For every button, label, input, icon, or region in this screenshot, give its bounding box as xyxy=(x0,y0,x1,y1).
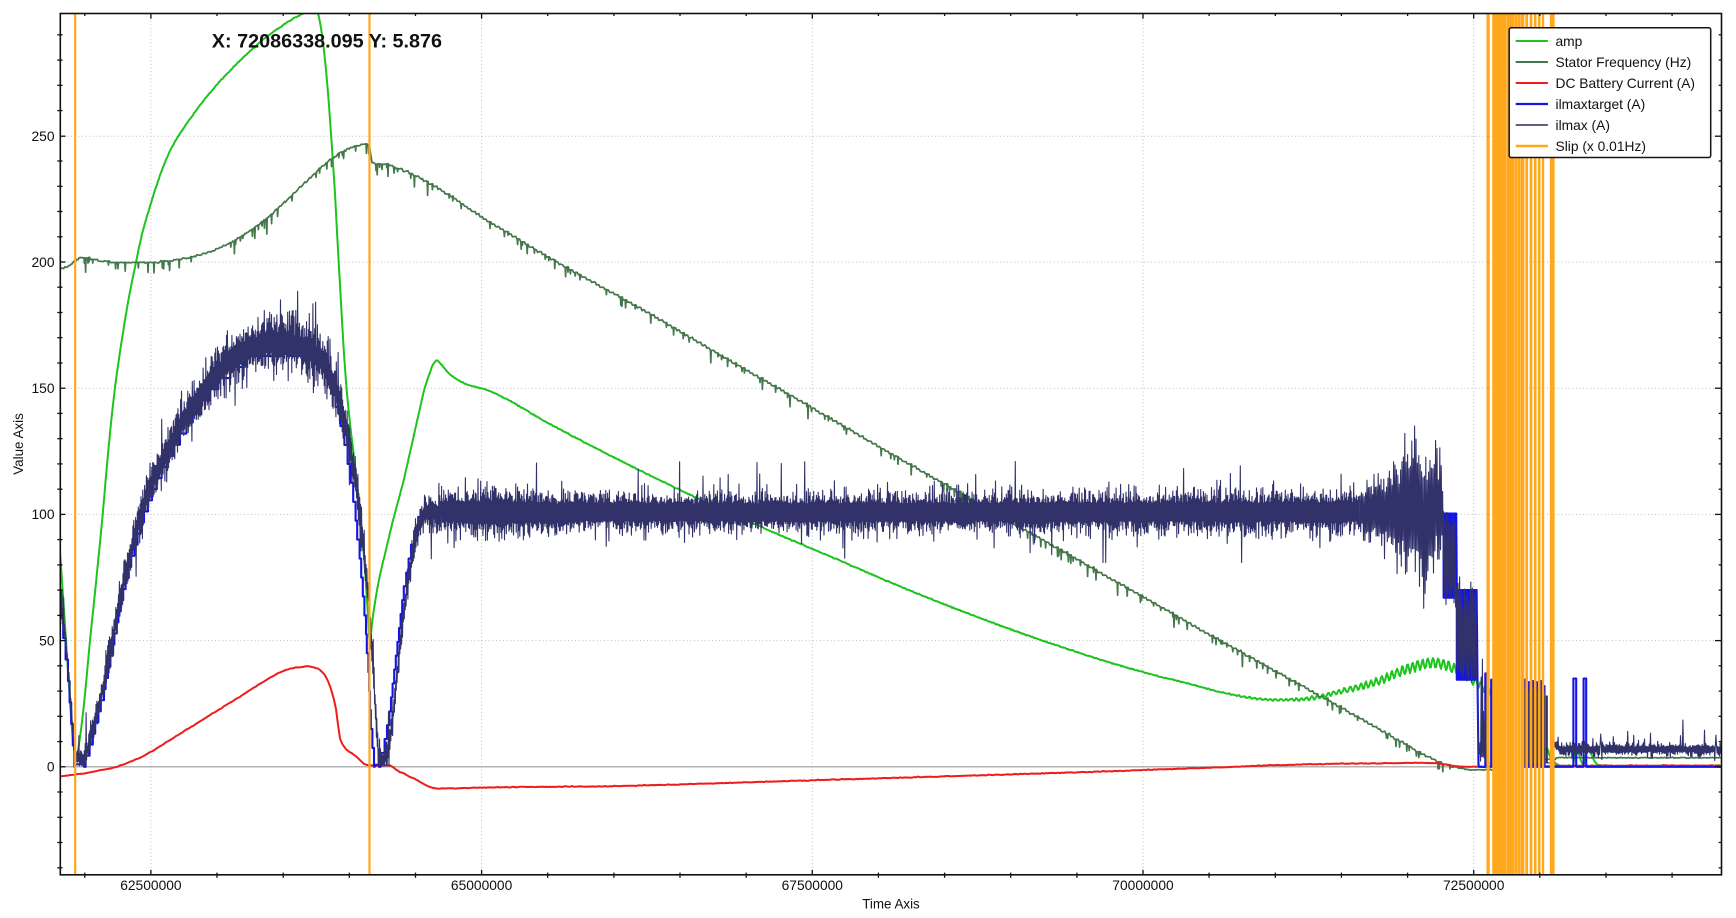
svg-text:Time Axis: Time Axis xyxy=(862,897,920,912)
svg-text:62500000: 62500000 xyxy=(120,878,182,893)
svg-text:X: 72086338.095 Y: 5.876: X: 72086338.095 Y: 5.876 xyxy=(212,30,442,52)
svg-text:Stator Frequency (Hz): Stator Frequency (Hz) xyxy=(1556,55,1692,70)
svg-text:250: 250 xyxy=(31,129,54,144)
svg-text:65000000: 65000000 xyxy=(451,878,513,893)
svg-text:Slip (x 0.01Hz): Slip (x 0.01Hz) xyxy=(1556,139,1646,154)
svg-text:67500000: 67500000 xyxy=(782,878,844,893)
svg-text:200: 200 xyxy=(31,255,54,270)
svg-text:Value Axis: Value Axis xyxy=(11,413,26,475)
svg-text:72500000: 72500000 xyxy=(1443,878,1505,893)
svg-text:DC Battery Current (A): DC Battery Current (A) xyxy=(1556,76,1696,91)
svg-text:amp: amp xyxy=(1556,34,1583,49)
svg-text:100: 100 xyxy=(31,507,54,522)
svg-text:0: 0 xyxy=(47,760,55,775)
svg-text:ilmax (A): ilmax (A) xyxy=(1556,118,1610,133)
svg-text:150: 150 xyxy=(31,381,54,396)
svg-text:50: 50 xyxy=(39,633,55,648)
svg-text:ilmaxtarget (A): ilmaxtarget (A) xyxy=(1556,97,1646,112)
svg-text:70000000: 70000000 xyxy=(1112,878,1174,893)
